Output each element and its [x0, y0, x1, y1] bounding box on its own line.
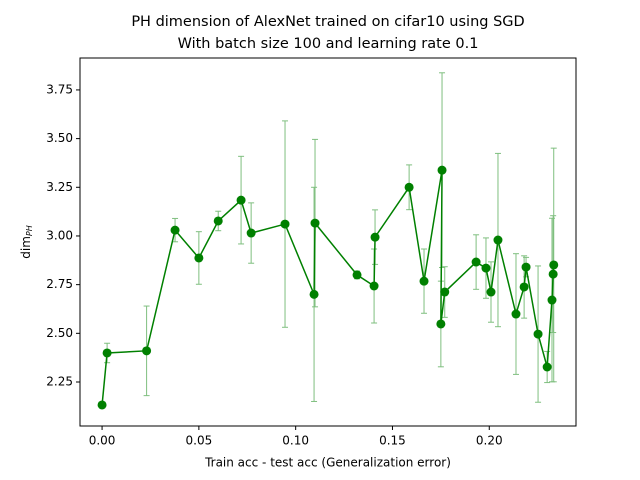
y-tick-label: 2.50 — [46, 326, 73, 340]
x-tick-label: 0.05 — [186, 434, 213, 448]
marker — [213, 216, 223, 226]
chart-title: PH dimension of AlexNet trained on cifar… — [131, 14, 524, 30]
marker — [521, 262, 531, 272]
marker — [194, 253, 204, 263]
marker — [547, 295, 557, 305]
y-tick-label: 2.25 — [46, 374, 73, 388]
marker — [471, 257, 481, 267]
marker — [542, 362, 552, 372]
marker — [549, 260, 559, 270]
y-axis-label-subscript: PH — [25, 225, 34, 236]
marker — [486, 287, 496, 297]
marker — [533, 329, 543, 339]
marker — [309, 289, 319, 299]
marker — [481, 263, 491, 273]
marker — [370, 232, 380, 242]
marker — [142, 346, 152, 356]
marker — [548, 269, 558, 279]
y-tick-label: 3.25 — [46, 180, 73, 194]
y-axis-label-main: dim — [19, 236, 33, 259]
marker — [246, 228, 256, 238]
marker — [310, 218, 320, 228]
marker — [436, 319, 446, 329]
marker — [236, 195, 246, 205]
x-tick-label: 0.00 — [89, 434, 116, 448]
marker — [369, 281, 379, 291]
y-tick-label: 2.75 — [46, 277, 73, 291]
marker — [493, 235, 503, 245]
plot-frame — [79, 57, 577, 427]
y-tick-label: 3.75 — [46, 82, 73, 96]
marker — [511, 309, 521, 319]
marker — [404, 182, 414, 192]
x-tick-label: 0.10 — [282, 434, 309, 448]
x-tick-label: 0.15 — [379, 434, 406, 448]
y-axis-label: dimPH — [19, 225, 34, 258]
marker — [97, 400, 107, 410]
marker — [170, 225, 180, 235]
x-tick-label: 0.20 — [476, 434, 503, 448]
marker — [102, 348, 112, 358]
y-tick-label: 3.00 — [46, 228, 73, 242]
marker — [280, 219, 290, 229]
marker — [440, 287, 450, 297]
marker — [519, 282, 529, 292]
chart-subtitle: With batch size 100 and learning rate 0.… — [178, 36, 479, 52]
x-axis-label: Train acc - test acc (Generalization err… — [204, 456, 451, 470]
marker — [419, 276, 429, 286]
marker — [437, 165, 447, 175]
marker — [352, 270, 362, 280]
y-tick-label: 3.50 — [46, 131, 73, 145]
